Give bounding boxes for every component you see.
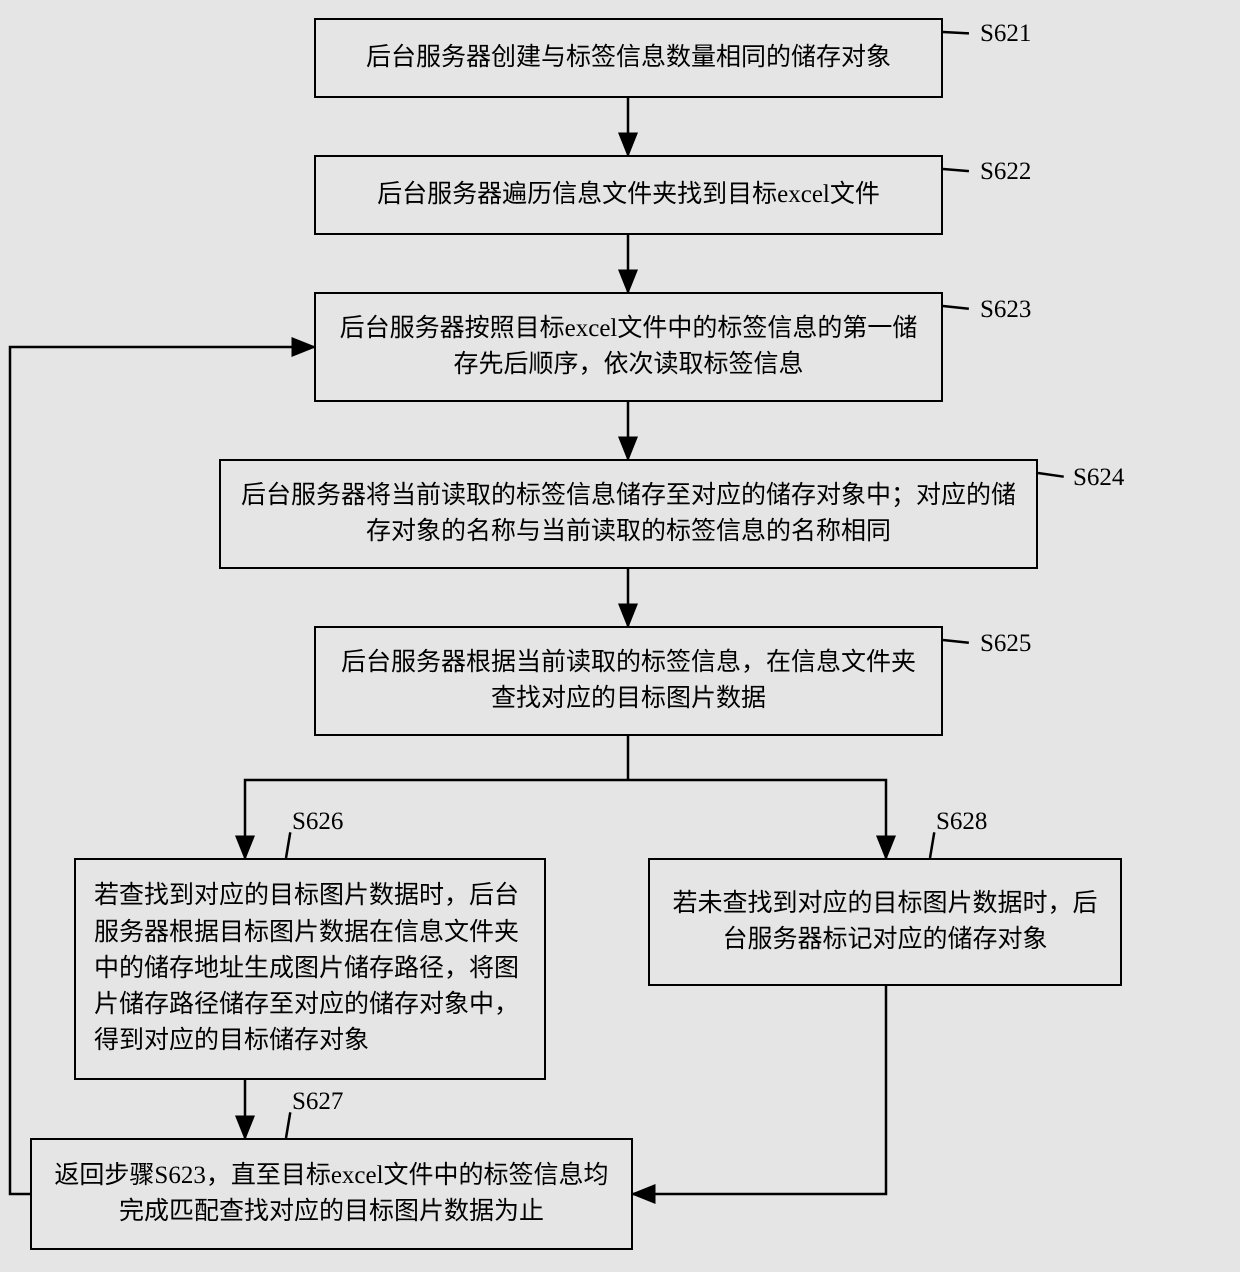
step-label-text: S623: [980, 296, 1031, 323]
flowchart-node-text: 后台服务器遍历信息文件夹找到目标excel文件: [377, 177, 880, 213]
flowchart-node-text: 若未查找到对应的目标图片数据时，后台服务器标记对应的储存对象: [668, 886, 1102, 959]
label-leader: [1038, 473, 1064, 477]
flowchart-node-n3: 后台服务器按照目标excel文件中的标签信息的第一储存先后顺序，依次读取标签信息: [314, 292, 943, 402]
flowchart-node-text: 返回步骤S623，直至目标excel文件中的标签信息均完成匹配查找对应的目标图片…: [50, 1158, 613, 1231]
step-label-text: S621: [980, 20, 1031, 47]
step-label-S627: S627: [292, 1088, 343, 1116]
flowchart-node-text: 后台服务器按照目标excel文件中的标签信息的第一储存先后顺序，依次读取标签信息: [334, 311, 923, 384]
step-label-S625: S625: [980, 630, 1031, 658]
flowchart-edge: [628, 780, 886, 858]
flowchart-node-n1: 后台服务器创建与标签信息数量相同的储存对象: [314, 18, 943, 98]
step-label-text: S624: [1073, 464, 1124, 491]
flowchart-node-n7: 返回步骤S623，直至目标excel文件中的标签信息均完成匹配查找对应的目标图片…: [30, 1138, 633, 1250]
label-leader: [943, 169, 969, 171]
step-label-S628: S628: [936, 808, 987, 836]
step-label-text: S622: [980, 158, 1031, 185]
step-label-S626: S626: [292, 808, 343, 836]
step-label-S621: S621: [980, 20, 1031, 48]
label-leader: [930, 832, 934, 858]
step-label-text: S627: [292, 1088, 343, 1115]
flowchart-node-text: 若查找到对应的目标图片数据时，后台服务器根据目标图片数据在信息文件夹中的储存地址…: [94, 878, 526, 1059]
flowchart-node-text: 后台服务器创建与标签信息数量相同的储存对象: [366, 40, 891, 76]
flowchart-edge: [633, 986, 886, 1194]
step-label-text: S625: [980, 630, 1031, 657]
step-label-S623: S623: [980, 296, 1031, 324]
label-leader: [943, 32, 969, 33]
label-leader: [286, 832, 290, 858]
step-label-text: S628: [936, 808, 987, 835]
flowchart-node-text: 后台服务器根据当前读取的标签信息，在信息文件夹查找对应的目标图片数据: [334, 645, 923, 718]
label-leader: [943, 640, 969, 643]
step-label-text: S626: [292, 808, 343, 835]
flowchart-node-n8: 若未查找到对应的目标图片数据时，后台服务器标记对应的储存对象: [648, 858, 1122, 986]
label-leader: [286, 1112, 290, 1138]
flowchart-node-text: 后台服务器将当前读取的标签信息储存至对应的储存对象中；对应的储存对象的名称与当前…: [239, 478, 1018, 551]
flowchart-node-n4: 后台服务器将当前读取的标签信息储存至对应的储存对象中；对应的储存对象的名称与当前…: [219, 459, 1038, 569]
step-label-S622: S622: [980, 158, 1031, 186]
flowchart-node-n2: 后台服务器遍历信息文件夹找到目标excel文件: [314, 155, 943, 235]
flowchart-node-n6: 若查找到对应的目标图片数据时，后台服务器根据目标图片数据在信息文件夹中的储存地址…: [74, 858, 546, 1080]
step-label-S624: S624: [1073, 464, 1124, 492]
flowchart-node-n5: 后台服务器根据当前读取的标签信息，在信息文件夹查找对应的目标图片数据: [314, 626, 943, 736]
label-leader: [943, 306, 969, 309]
